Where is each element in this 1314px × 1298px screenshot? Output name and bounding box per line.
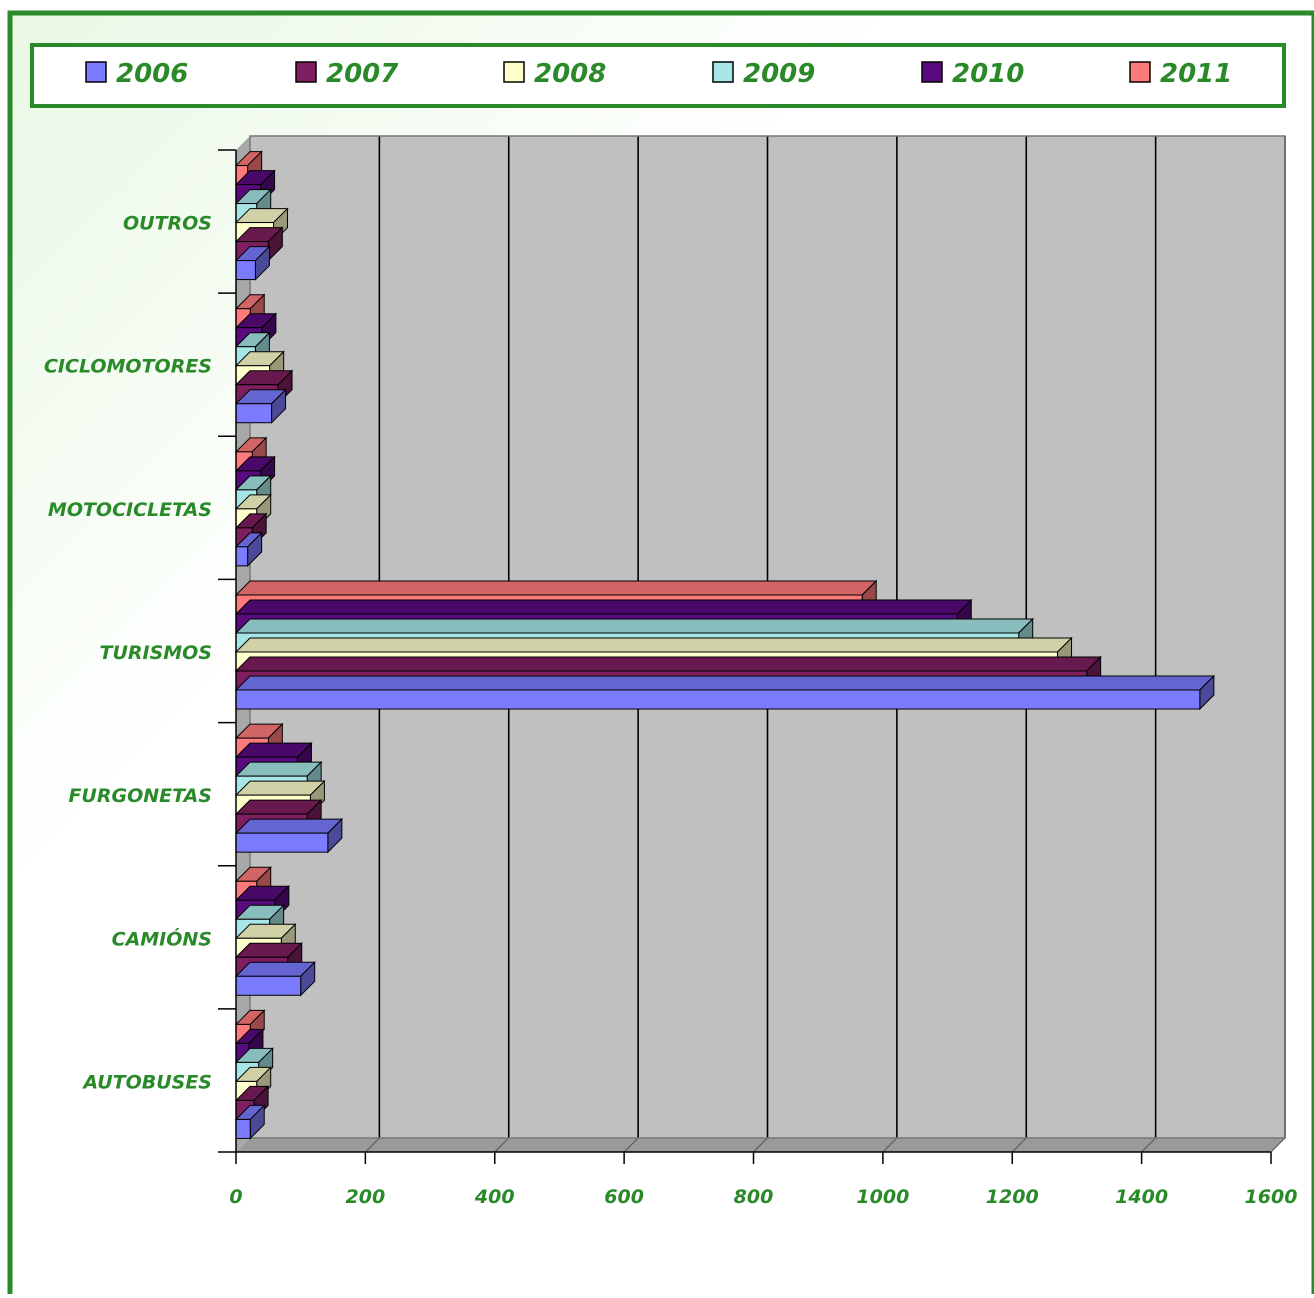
category-label: MOTOCICLETAS: [48, 499, 212, 521]
bar: [234, 388, 287, 424]
legend-label: 2011: [1160, 59, 1232, 89]
legend-item: 2008: [503, 59, 606, 89]
bar: [234, 674, 1216, 711]
category-label: OUTROS: [123, 213, 212, 235]
bar-front-face: [235, 1118, 251, 1139]
bar-top-face: [234, 599, 973, 615]
category-label: TURISMOS: [99, 642, 212, 664]
bar-top-face: [234, 656, 1102, 672]
legend-label: 2010: [952, 59, 1024, 89]
floor-gridline: [1011, 1137, 1027, 1153]
x-tick-label: 200: [346, 1186, 386, 1208]
floor-gridline: [1270, 1137, 1286, 1153]
bar-top-face: [234, 799, 323, 815]
legend-swatch: [712, 61, 734, 83]
floor-gridline: [1141, 1137, 1156, 1153]
bar-top-face: [234, 761, 323, 777]
bar-top-face: [234, 818, 344, 834]
bar-top-face: [234, 780, 326, 796]
legend-label: 2007: [326, 59, 399, 89]
legend-item: 2007: [295, 59, 399, 89]
legend-swatch: [85, 61, 107, 83]
bar-front-face: [235, 260, 256, 281]
legend-label: 2009: [743, 59, 815, 89]
bar-front-face: [235, 975, 302, 996]
floor-gridline: [753, 1137, 768, 1153]
floor-gridline: [882, 1137, 898, 1153]
legend-item: 2010: [921, 59, 1024, 89]
x-tick-label: 800: [734, 1186, 774, 1208]
y-axis-category-labels: AUTOBUSES CAMIÓNS FURGONETAS TURISMOS MOTOCI…: [44, 213, 212, 1094]
x-tick-label: 1600: [1245, 1186, 1298, 1208]
bar: [234, 961, 316, 997]
legend-label: 2006: [116, 59, 188, 89]
legend-label: 2008: [534, 59, 606, 89]
floor-gridline: [365, 1137, 380, 1153]
bars: [234, 150, 1216, 1140]
x-tick-label: 1200: [986, 1186, 1039, 1208]
bar: [234, 817, 344, 854]
legend-swatch: [921, 61, 943, 83]
legend-swatch: [295, 61, 317, 83]
legend-item: 2011: [1129, 59, 1232, 89]
legend-swatch: [1129, 61, 1151, 83]
bar-top-face: [234, 637, 1073, 653]
x-tick-label: 600: [604, 1186, 644, 1208]
legend-item: 2006: [85, 59, 188, 89]
bar-top-face: [234, 675, 1216, 691]
category-label: FURGONETAS: [68, 785, 212, 807]
x-tick-label: 1000: [856, 1186, 909, 1208]
bar-front-face: [235, 403, 273, 424]
category-label: CICLOMOTORES: [44, 356, 212, 378]
floor-gridline: [623, 1137, 639, 1153]
category-label: CAMIÓNS: [112, 926, 212, 950]
floor-gridline: [494, 1137, 510, 1153]
legend: 2006 2007 2008 2009 2010 2011: [85, 59, 1232, 89]
bar: [234, 1104, 266, 1140]
bar-front-face: [235, 689, 1201, 710]
x-tick-label: 1400: [1115, 1186, 1168, 1208]
x-tick-label: 400: [474, 1186, 515, 1208]
x-axis-tick-labels: 0 200 400 600 800 1000 1200 1400 1600: [229, 1186, 1297, 1208]
legend-swatch: [503, 61, 525, 83]
bar-top-face: [234, 580, 878, 596]
bar-front-face: [235, 832, 329, 853]
bar-front-face: [235, 546, 249, 567]
legend-item: 2009: [712, 59, 815, 89]
bar-top-face: [234, 618, 1034, 634]
axes: [218, 149, 1272, 1164]
legend-box: [30, 43, 1286, 108]
category-label: AUTOBUSES: [81, 1071, 212, 1093]
x-tick-label: 0: [229, 1186, 242, 1208]
